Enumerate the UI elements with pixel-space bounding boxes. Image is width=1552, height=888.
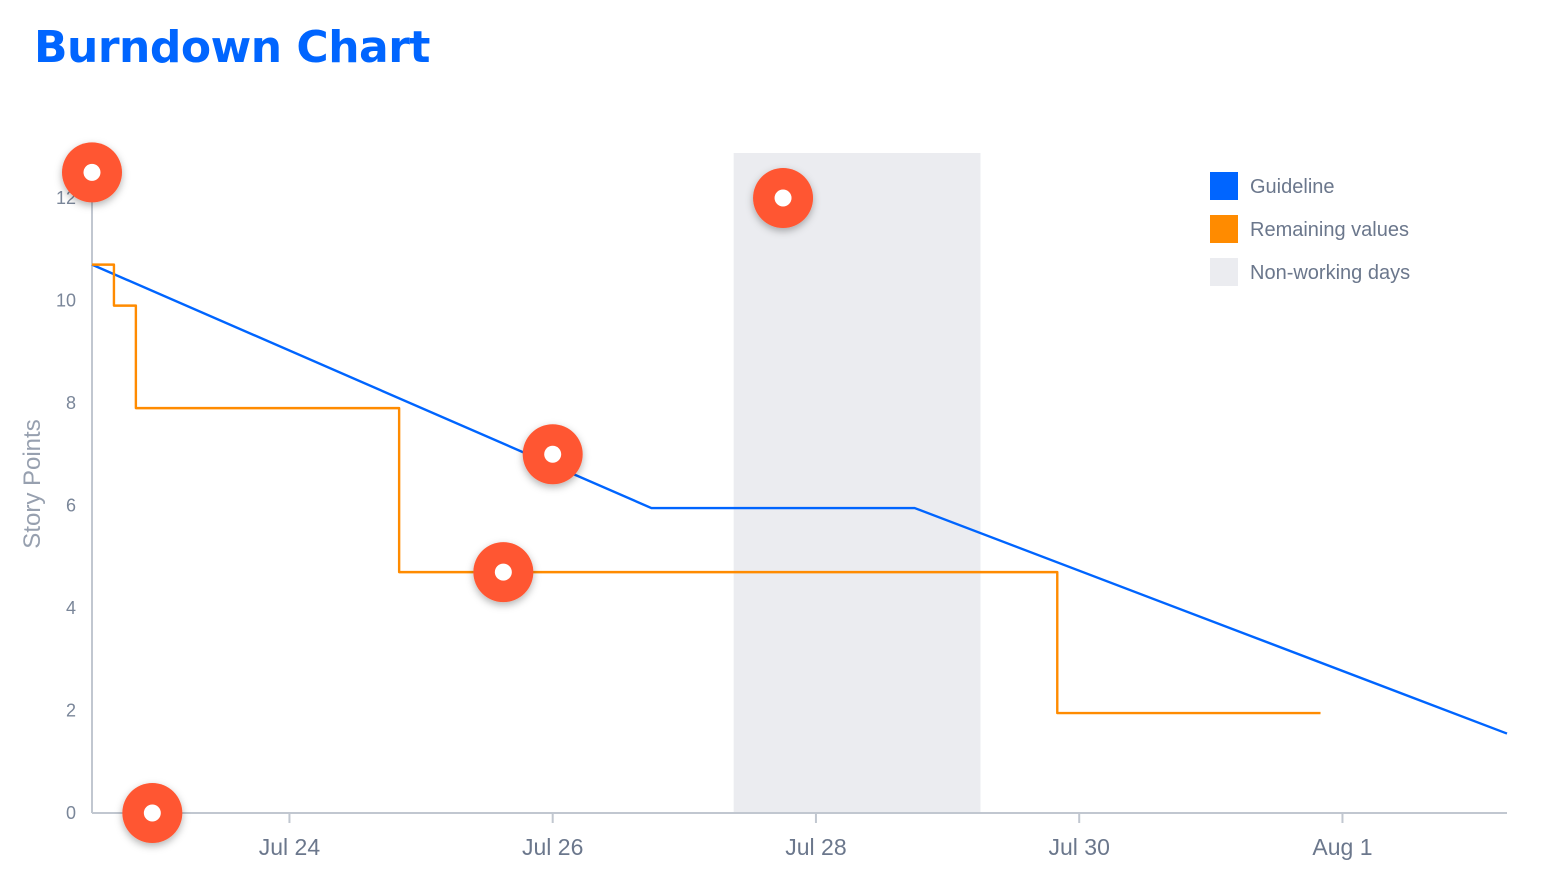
legend-swatch: [1210, 172, 1238, 200]
x-tick-label: Jul 28: [785, 834, 846, 860]
x-tick-label: Jul 24: [259, 834, 321, 860]
annotation-marker[interactable]: [753, 168, 814, 228]
legend-label: Non-working days: [1250, 262, 1410, 284]
annotation-marker[interactable]: [122, 783, 183, 843]
y-tick-label: 0: [66, 803, 76, 823]
annotation-marker-dot: [143, 804, 161, 822]
annotation-marker[interactable]: [473, 542, 534, 603]
x-tick-label: Jul 30: [1049, 834, 1110, 860]
legend-swatch: [1210, 258, 1238, 286]
x-tick-label: Jul 26: [522, 834, 583, 860]
y-axis-label: Story Points: [19, 419, 46, 548]
page-title: Burndown Chart: [34, 22, 430, 73]
legend-swatch: [1210, 215, 1238, 243]
annotation-marker[interactable]: [62, 142, 122, 203]
y-tick-label: 10: [56, 291, 76, 311]
annotation-marker-dot: [544, 445, 562, 463]
non-working-days-band: [733, 153, 981, 813]
y-tick-label: 4: [66, 598, 76, 618]
legend-label: Remaining values: [1250, 219, 1409, 241]
remaining-values-series-line: [92, 263, 1321, 715]
annotation-marker-dot: [494, 563, 512, 581]
y-tick-label: 6: [66, 496, 76, 516]
guideline-series-line: [91, 263, 1508, 735]
legend-label: Guideline: [1250, 176, 1335, 198]
y-tick-label: 2: [66, 701, 76, 721]
annotation-marker[interactable]: [522, 424, 583, 485]
y-tick-label: 8: [66, 393, 76, 413]
annotation-marker-dot: [83, 163, 101, 181]
annotation-marker-dot: [774, 189, 792, 207]
x-tick-label: Aug 1: [1312, 834, 1372, 860]
